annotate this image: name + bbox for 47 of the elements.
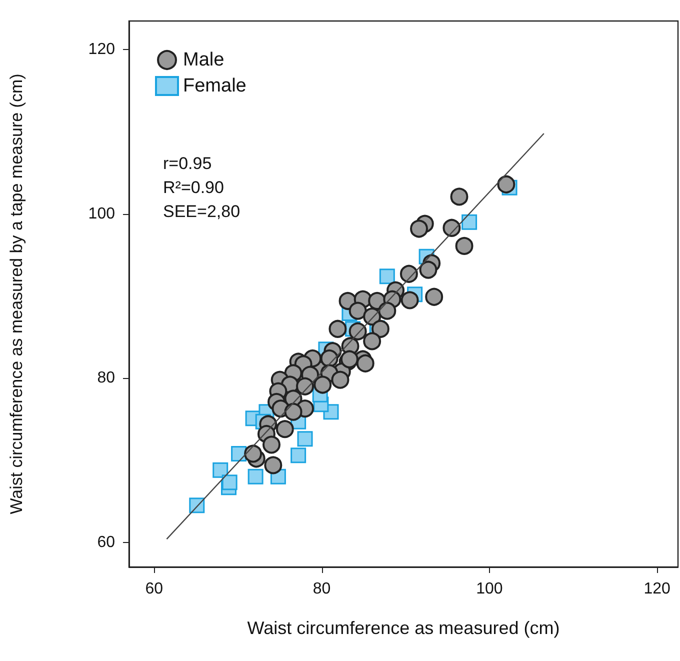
- point: [276, 420, 294, 438]
- y-tick-label: 120: [88, 41, 116, 58]
- point: [284, 402, 302, 421]
- point: [244, 444, 262, 463]
- annotation: r=0.95: [163, 154, 212, 173]
- annotation: R²=0.90: [163, 178, 224, 197]
- point: [348, 322, 367, 340]
- point: [371, 320, 390, 338]
- y-tick-label: 80: [97, 370, 116, 387]
- point: [331, 370, 350, 389]
- point: [400, 264, 418, 283]
- point: [378, 302, 396, 320]
- point: [442, 218, 461, 237]
- point: [400, 291, 419, 310]
- point: [212, 462, 228, 478]
- point: [248, 468, 264, 484]
- point: [290, 448, 306, 464]
- point: [222, 474, 238, 490]
- point: [419, 260, 438, 279]
- point: [363, 332, 382, 350]
- x-tick-label: 60: [145, 580, 164, 598]
- point: [497, 175, 516, 194]
- point: [264, 456, 282, 474]
- point: [340, 350, 358, 368]
- legend-label: Male: [183, 50, 224, 70]
- point: [356, 354, 374, 372]
- point: [425, 288, 444, 306]
- point: [296, 377, 314, 396]
- x-tick-label: 80: [312, 580, 331, 598]
- point: [328, 320, 347, 338]
- point: [348, 302, 367, 320]
- point: [462, 214, 478, 230]
- point: [450, 188, 468, 206]
- point: [297, 431, 313, 447]
- y-axis-title: Waist circumference as measured by a tape measure (cm): [7, 74, 26, 514]
- point: [455, 236, 474, 255]
- x-tick-label: 120: [644, 580, 670, 598]
- annotation: SEE=2,80: [163, 202, 240, 221]
- legend-label: Female: [183, 76, 246, 96]
- x-axis-title: Waist circumference as measured (cm): [247, 618, 560, 638]
- x-tick-label: 100: [476, 580, 503, 598]
- point: [314, 376, 332, 394]
- point: [379, 268, 395, 284]
- y-tick-label: 100: [88, 205, 116, 222]
- y-tick-label: 60: [97, 534, 116, 551]
- point: [410, 220, 428, 238]
- point: [262, 436, 280, 454]
